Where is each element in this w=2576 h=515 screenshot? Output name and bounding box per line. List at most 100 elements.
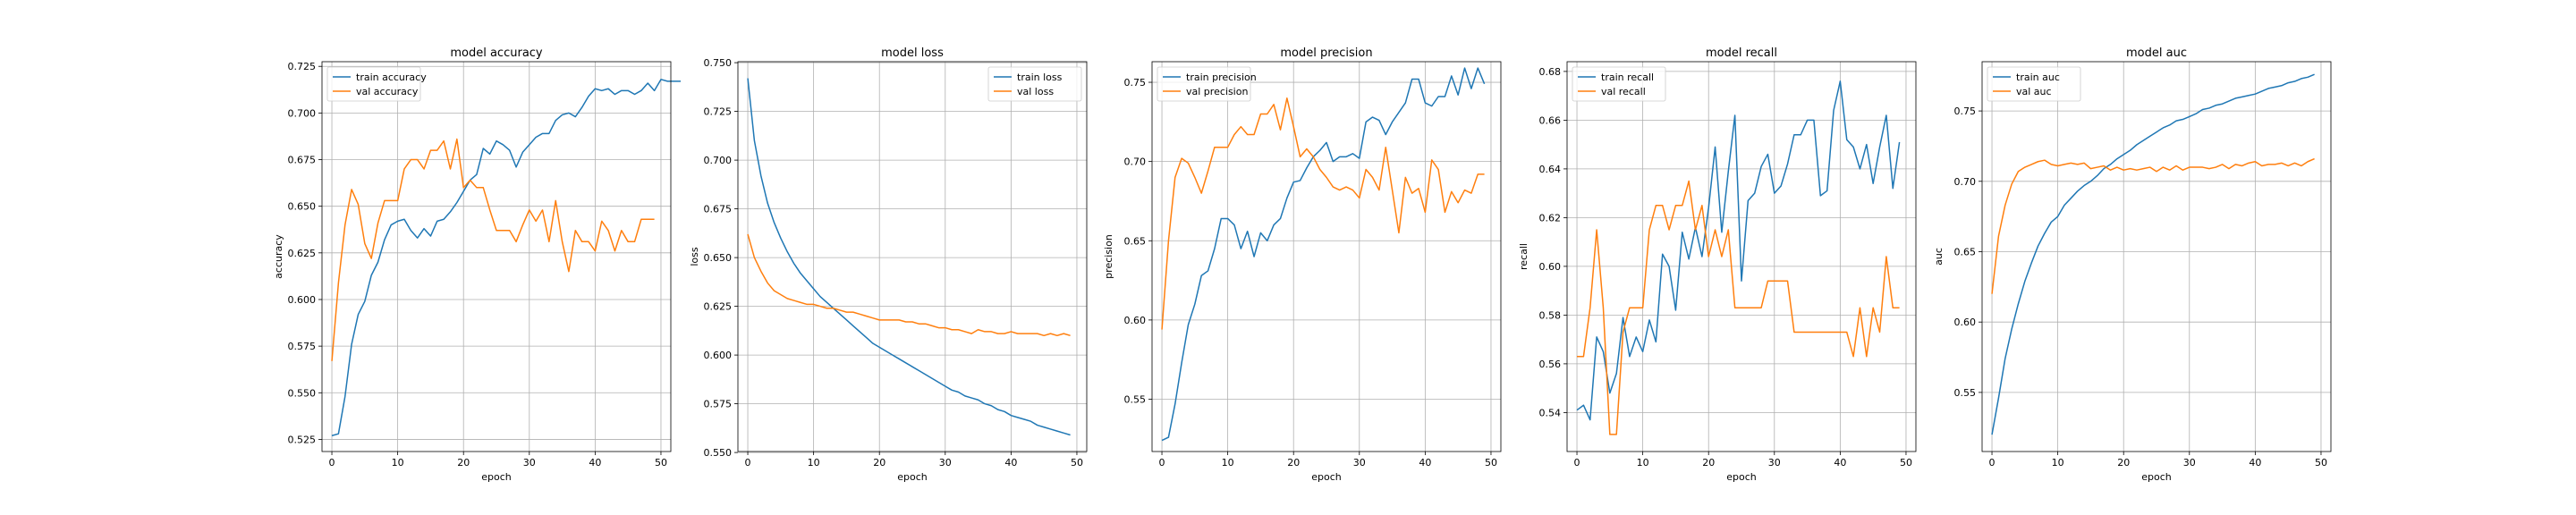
y-tick-label: 0.750 <box>704 57 733 69</box>
y-axis-label: auc <box>1933 248 1945 266</box>
y-tick-label: 0.625 <box>704 301 733 313</box>
y-tick-label: 0.650 <box>704 252 733 264</box>
y-tick-label: 0.525 <box>288 434 317 445</box>
y-axis-label: precision <box>1103 234 1114 279</box>
y-tick-label: 0.725 <box>704 106 733 118</box>
legend-box <box>1157 66 1251 102</box>
y-tick-label: 0.65 <box>1124 235 1147 247</box>
chart-title: model auc <box>2126 46 2187 60</box>
x-tick-label: 40 <box>1834 457 1846 469</box>
x-tick-label: 40 <box>1419 457 1431 469</box>
chart-title: model accuracy <box>450 46 543 60</box>
x-tick-label: 20 <box>457 457 470 469</box>
x-tick-label: 40 <box>589 457 601 469</box>
legend-entry: train loss <box>1017 72 1063 83</box>
chart-title: model loss <box>881 46 944 60</box>
y-axis-label: recall <box>1518 243 1530 270</box>
chart-title: model precision <box>1280 46 1372 60</box>
x-tick-label: 0 <box>1989 457 1996 469</box>
x-tick-label: 40 <box>2249 457 2261 469</box>
y-tick-label: 0.54 <box>1539 407 1562 418</box>
y-tick-label: 0.725 <box>288 61 317 72</box>
x-tick-label: 20 <box>2117 457 2130 469</box>
chart-panel: 0 10 20 30 40 50 0.525 0.550 0.575 0.600 0.625 0.65… <box>273 46 682 483</box>
x-axis-label: epoch <box>2141 471 2172 483</box>
y-tick-label: 0.650 <box>288 201 317 213</box>
x-axis-label: epoch <box>1726 471 1757 483</box>
series-line-val <box>1577 180 1900 435</box>
plot-frame <box>321 61 672 452</box>
x-tick-label: 50 <box>1071 457 1083 469</box>
x-tick-label: 10 <box>1637 457 1649 469</box>
y-tick-label: 0.60 <box>1539 261 1562 273</box>
x-tick-label: 50 <box>655 457 667 469</box>
legend-box <box>1572 66 1666 102</box>
legend-entry: train auc <box>2016 72 2060 83</box>
y-tick-label: 0.55 <box>1124 394 1147 406</box>
y-tick-label: 0.66 <box>1539 114 1562 126</box>
series-line-val <box>1161 97 1485 330</box>
y-tick-label: 0.68 <box>1539 66 1562 78</box>
y-tick-label: 0.65 <box>1954 246 1977 258</box>
series-line-val <box>331 138 655 361</box>
y-tick-label: 0.625 <box>288 248 317 259</box>
x-tick-label: 20 <box>873 457 886 469</box>
chart-title: model recall <box>1706 46 1777 60</box>
plot-frame <box>1981 61 2332 452</box>
y-axis-label: loss <box>689 247 700 266</box>
y-tick-label: 0.675 <box>288 155 317 166</box>
legend-entry: val recall <box>1601 86 1646 97</box>
x-tick-label: 20 <box>1287 457 1300 469</box>
y-tick-label: 0.60 <box>1124 315 1147 326</box>
x-tick-label: 30 <box>2183 457 2196 469</box>
y-tick-label: 0.700 <box>288 107 317 119</box>
x-axis-label: epoch <box>1311 471 1342 483</box>
plot-frame <box>737 61 1088 452</box>
series-line-val <box>747 233 1071 337</box>
series-line-val <box>1991 157 2315 294</box>
y-axis-label: accuracy <box>273 234 284 279</box>
legend-box <box>326 66 421 102</box>
x-tick-label: 10 <box>808 457 820 469</box>
legend: train loss val loss <box>987 66 1082 102</box>
legend: train accuracy val accuracy <box>326 66 427 102</box>
y-tick-label: 0.75 <box>1124 77 1147 89</box>
y-tick-label: 0.58 <box>1539 309 1562 321</box>
legend-entry: val auc <box>2016 86 2052 97</box>
y-tick-label: 0.64 <box>1539 164 1562 175</box>
x-tick-label: 0 <box>745 457 751 469</box>
series-line-train <box>331 79 682 436</box>
x-tick-label: 30 <box>523 457 536 469</box>
chart-panel: 0 10 20 30 40 50 0.55 0.60 0.65 0.70 0.75 model pre… <box>1103 46 1502 483</box>
x-tick-label: 10 <box>2052 457 2064 469</box>
x-tick-label: 10 <box>392 457 404 469</box>
chart-panel: 0 10 20 30 40 50 0.54 0.56 0.58 0.60 0.62 0.64 0.66 0… <box>1518 46 1917 483</box>
series-line-train <box>1161 67 1486 442</box>
y-tick-label: 0.70 <box>1954 176 1977 188</box>
x-tick-label: 10 <box>1222 457 1234 469</box>
chart-panel: 0 10 20 30 40 50 0.55 0.60 0.65 0.70 0.75 model auc… <box>1933 46 2332 483</box>
legend-entry: train recall <box>1601 72 1654 83</box>
legend-entry: val precision <box>1186 86 1248 97</box>
x-tick-label: 40 <box>1004 457 1017 469</box>
x-tick-label: 0 <box>1159 457 1165 469</box>
y-tick-label: 0.62 <box>1539 212 1562 224</box>
y-tick-label: 0.600 <box>288 294 317 306</box>
legend-entry: train precision <box>1186 72 1257 83</box>
legend-entry: val accuracy <box>356 86 419 97</box>
series-line-train <box>1991 73 2315 435</box>
x-tick-label: 0 <box>1574 457 1580 469</box>
legend: train recall val recall <box>1572 66 1666 102</box>
series-line-train <box>1576 80 1901 421</box>
y-tick-label: 0.575 <box>288 341 317 352</box>
y-tick-label: 0.700 <box>704 155 733 166</box>
x-tick-label: 20 <box>1702 457 1715 469</box>
legend-box <box>1987 66 2081 102</box>
y-tick-label: 0.550 <box>704 447 733 459</box>
y-tick-label: 0.70 <box>1124 156 1147 168</box>
legend-box <box>987 66 1082 102</box>
plot-frame <box>1566 61 1917 452</box>
y-tick-label: 0.60 <box>1954 317 1977 328</box>
y-tick-label: 0.56 <box>1539 359 1562 370</box>
